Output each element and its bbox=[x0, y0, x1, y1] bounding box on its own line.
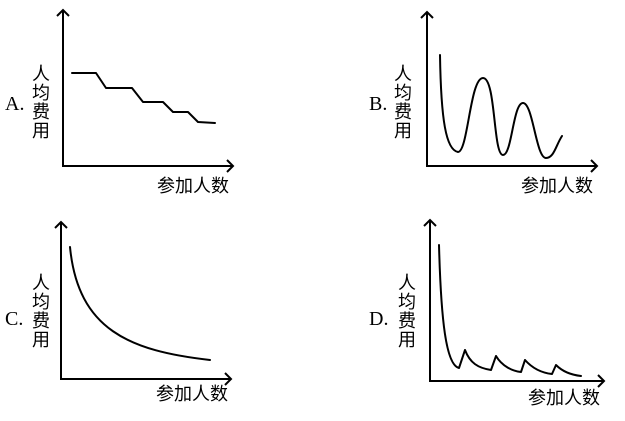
panel-a-ylabel-char-3: 费 bbox=[32, 102, 50, 123]
panel-a-ylabel-char-1: 人 bbox=[32, 64, 50, 85]
panel-d-y-arrow bbox=[423, 218, 437, 227]
panel-c: C. 人 均 费 用 参加人数 bbox=[5, 220, 233, 405]
panel-c-axes bbox=[60, 222, 231, 380]
panel-d-ylabel-char-2: 均 bbox=[398, 292, 416, 313]
panel-a-axes bbox=[62, 10, 233, 167]
panel-b-axes bbox=[426, 12, 597, 167]
panel-d-option-label: D. bbox=[369, 308, 388, 330]
panel-c-x-arrow bbox=[224, 372, 233, 386]
panel-b-ylabel-char-3: 费 bbox=[394, 102, 412, 123]
panel-d-ylabel-char-1: 人 bbox=[398, 273, 416, 294]
panel-d-curve bbox=[438, 244, 582, 377]
panel-b-y-arrow bbox=[420, 10, 434, 19]
panel-d-xlabel: 参加人数 bbox=[528, 388, 600, 409]
panel-c-ylabel-char-3: 费 bbox=[32, 311, 50, 332]
panel-b-ylabel-char-2: 均 bbox=[394, 83, 412, 104]
panel-a-x-arrow bbox=[226, 159, 235, 173]
panel-d: D. 人 均 费 用 参加人数 bbox=[369, 218, 606, 409]
panel-c-ylabel-char-1: 人 bbox=[32, 273, 50, 294]
panel-a-xlabel: 参加人数 bbox=[157, 176, 229, 197]
panel-c-option-label: C. bbox=[5, 308, 23, 330]
panel-d-ylabel-char-4: 用 bbox=[398, 330, 416, 351]
panel-a-ylabel-char-2: 均 bbox=[32, 83, 50, 104]
panel-b-option-label: B. bbox=[369, 93, 387, 115]
panel-c-xlabel: 参加人数 bbox=[156, 384, 228, 405]
panel-c-ylabel-char-2: 均 bbox=[32, 292, 50, 313]
panel-a-ylabel-char-4: 用 bbox=[32, 121, 50, 142]
panel-a-y-arrow bbox=[56, 8, 70, 17]
panel-b-xlabel: 参加人数 bbox=[521, 176, 593, 197]
panel-b: B. 人 均 费 用 参加人数 bbox=[369, 10, 599, 197]
panel-a-curve bbox=[71, 72, 216, 124]
panel-c-curve bbox=[69, 246, 211, 361]
panel-d-x-arrow bbox=[597, 374, 606, 388]
panel-a-option-label: A. bbox=[5, 93, 24, 115]
panel-b-curve bbox=[439, 54, 563, 159]
panel-c-y-arrow bbox=[54, 220, 68, 229]
panel-d-axes bbox=[429, 220, 604, 382]
panel-b-x-arrow bbox=[590, 159, 599, 173]
panel-b-ylabel-char-4: 用 bbox=[394, 121, 412, 142]
panel-c-ylabel-char-4: 用 bbox=[32, 330, 50, 351]
panel-a: A. 人 均 费 用 参加人数 bbox=[5, 8, 235, 197]
panel-d-ylabel-char-3: 费 bbox=[398, 311, 416, 332]
panel-b-ylabel-char-1: 人 bbox=[394, 64, 412, 85]
